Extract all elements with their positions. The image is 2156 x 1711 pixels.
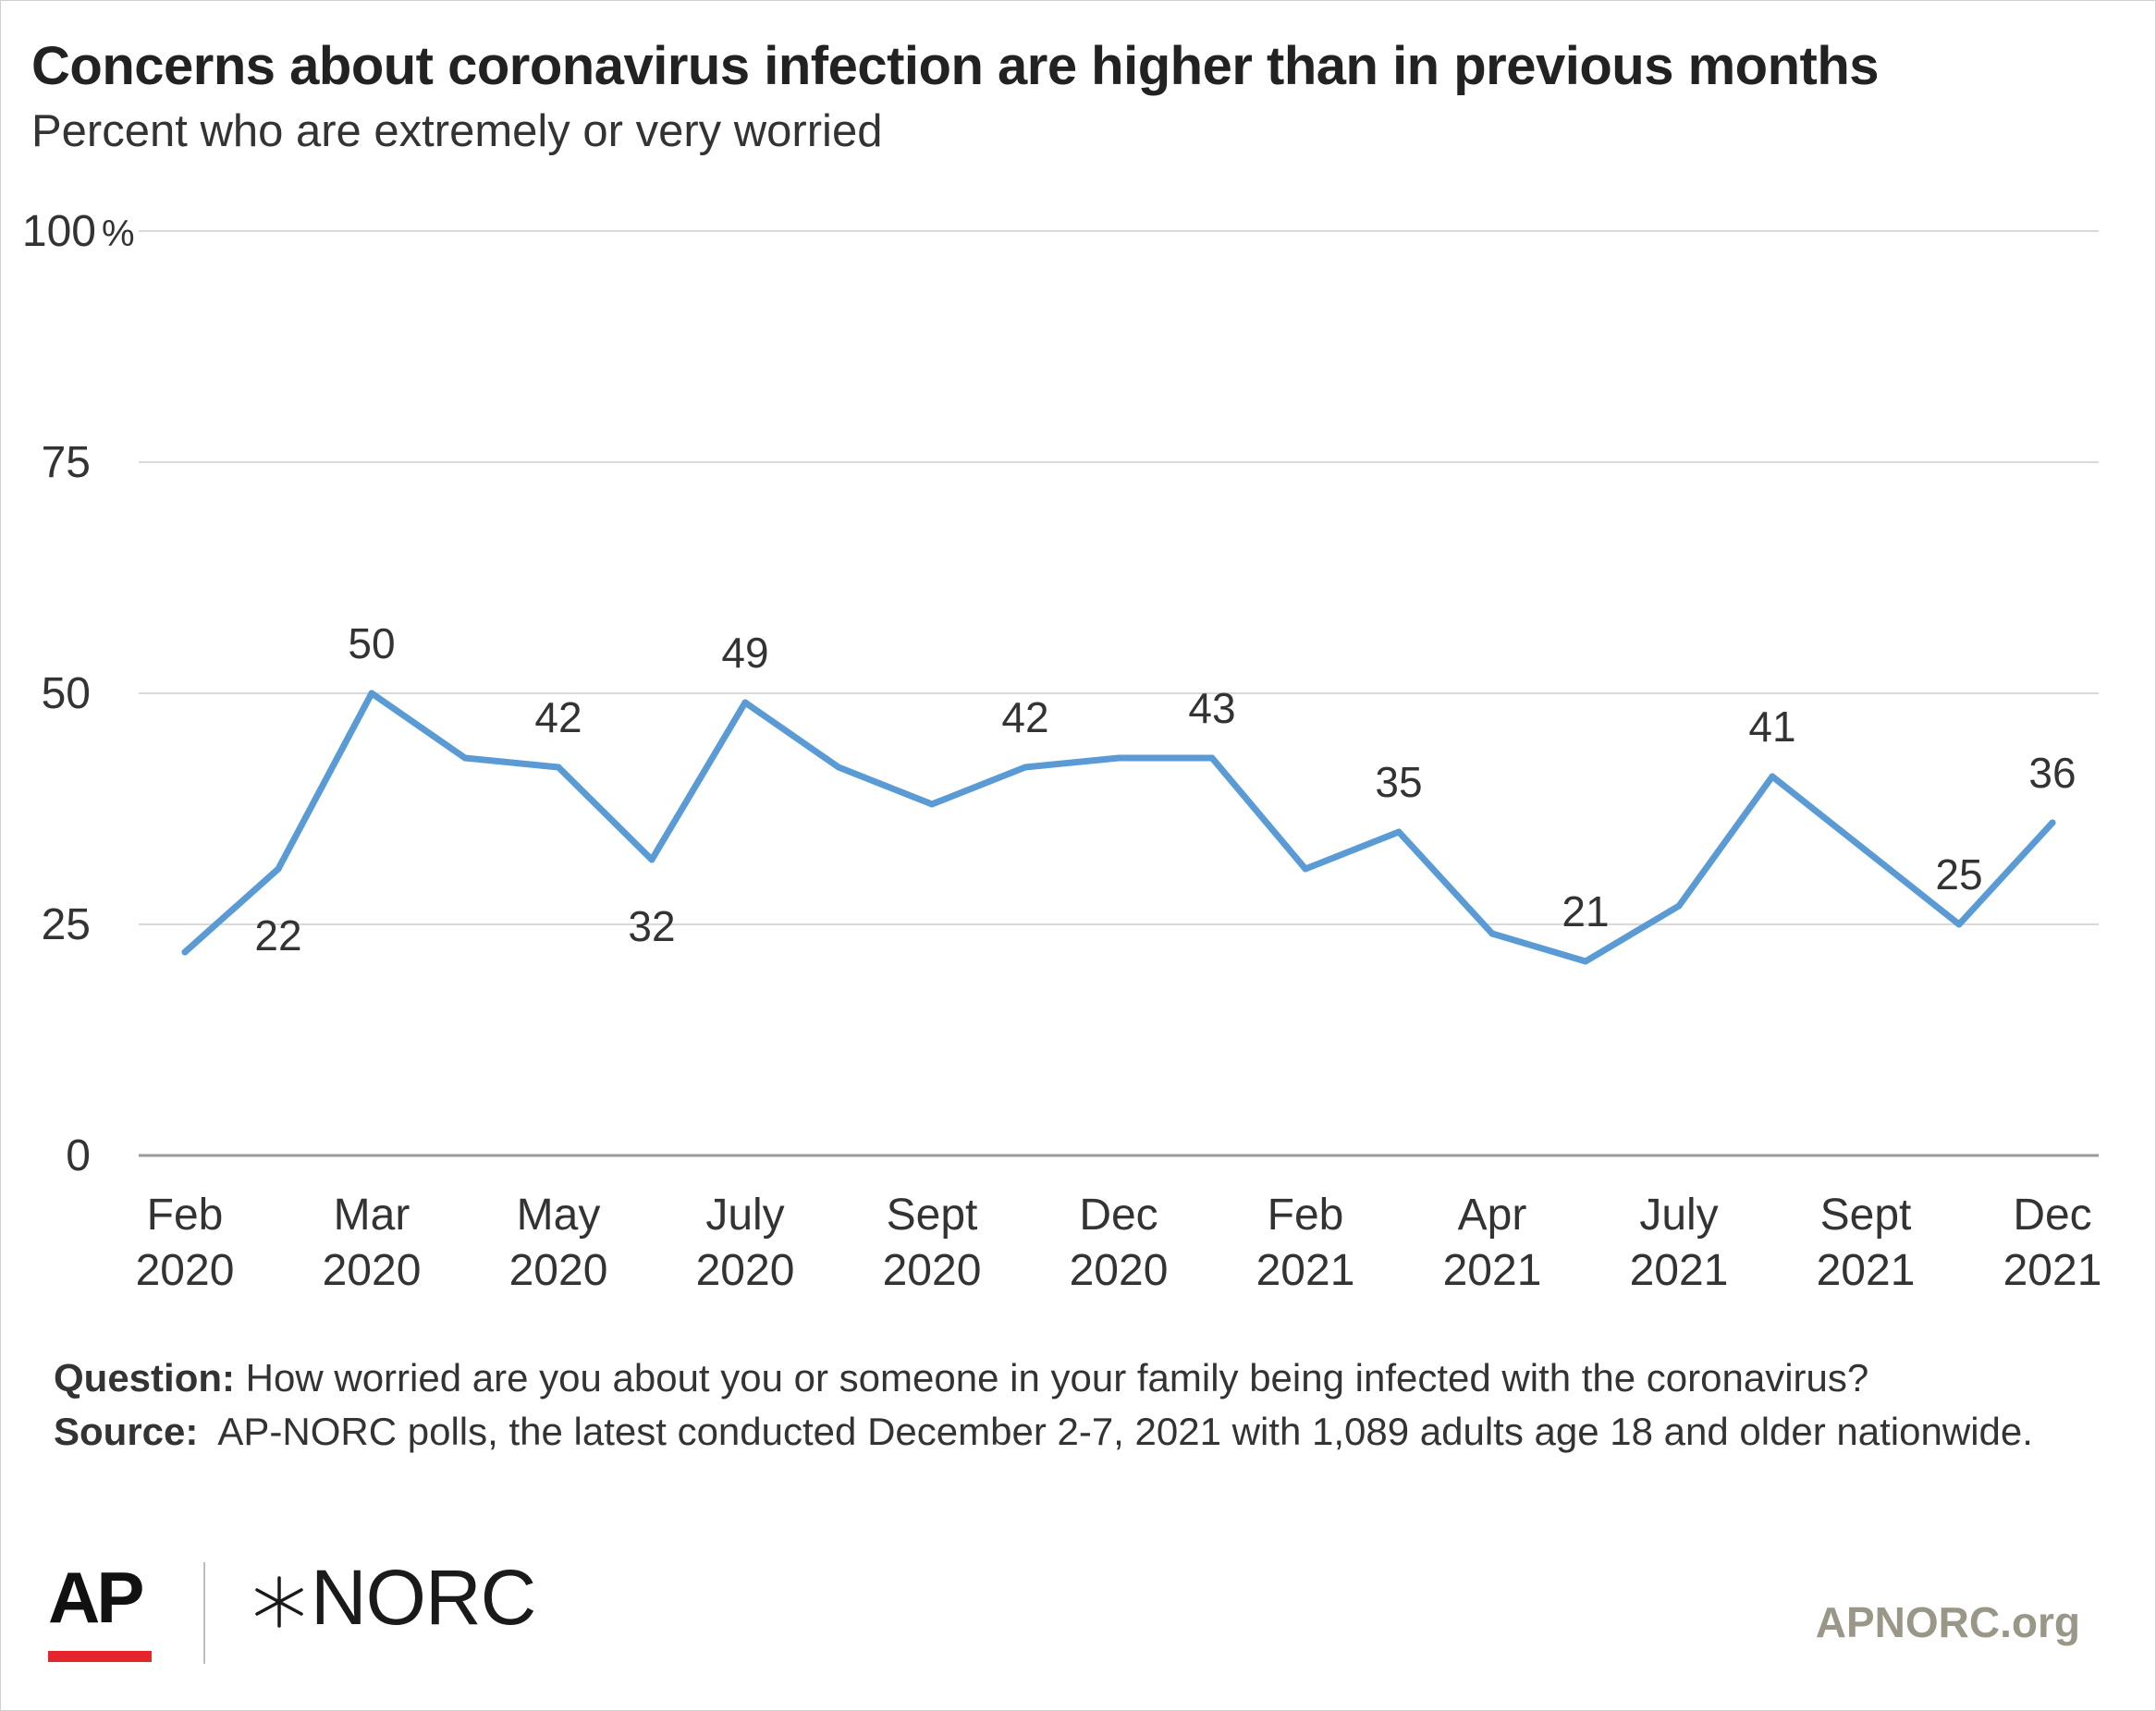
chart-subtitle: Percent who are extremely or very worrie… <box>31 106 883 156</box>
x-tick-label: 2021 <box>1256 1246 1355 1295</box>
data-point <box>1955 921 1963 928</box>
norc-logo: NORC <box>251 1554 536 1641</box>
y-tick-label: 50 <box>42 669 91 718</box>
data-label: 49 <box>721 629 768 677</box>
data-point <box>1769 773 1776 780</box>
x-tick-label: Mar <box>334 1191 410 1240</box>
data-point <box>275 865 282 873</box>
star-burst-icon <box>255 1576 303 1628</box>
x-tick-label: 2021 <box>1630 1246 1729 1295</box>
data-point <box>555 764 562 771</box>
x-tick-label: 2021 <box>2003 1246 2102 1295</box>
y-tick-label: 100 <box>22 207 96 256</box>
data-label: 43 <box>1188 684 1235 732</box>
question-text: How worried are you about you or someone… <box>245 1356 1869 1399</box>
x-tick-label: 2020 <box>883 1246 982 1295</box>
data-label: 22 <box>254 911 301 959</box>
x-tick-label: Apr <box>1458 1191 1527 1240</box>
y-axis: 100 % 75 50 25 0 <box>22 207 135 1180</box>
y-unit-label: % <box>102 214 135 254</box>
data-point <box>741 699 749 706</box>
x-tick-label: Dec <box>2013 1191 2091 1240</box>
data-point <box>835 764 842 771</box>
x-tick-label: Sept <box>887 1191 978 1240</box>
source-label: Source: <box>54 1410 199 1453</box>
chart-notes: Question: How worried are you about you … <box>54 1351 2125 1459</box>
data-point <box>2049 819 2056 826</box>
x-axis: Feb 2020 Mar 2020 May 2020 July 2020 Sept 2020 Dec… <box>136 1191 2102 1295</box>
data-point <box>1208 754 1216 762</box>
data-label: 50 <box>348 619 395 667</box>
data-label: 32 <box>628 902 675 950</box>
data-point <box>1395 828 1403 836</box>
grid-lines <box>139 230 2099 1157</box>
x-tick-label: May <box>517 1191 601 1240</box>
line-chart: 100 % 75 50 25 0 Feb 2020 Mar 2020 May 2020 July 202… <box>22 207 2102 1295</box>
data-point <box>1675 902 1683 910</box>
ap-logo: AP <box>48 1560 152 1662</box>
x-tick-label: 2020 <box>509 1246 608 1295</box>
data-point <box>1115 754 1122 762</box>
x-tick-label: 2020 <box>1070 1246 1169 1295</box>
data-point <box>1582 958 1589 965</box>
x-tick-label: Sept <box>1820 1191 1912 1240</box>
data-point <box>1022 764 1029 771</box>
source-note: Source: AP-NORC polls, the latest conduc… <box>54 1405 2125 1459</box>
logo-divider <box>203 1562 205 1664</box>
norc-logo-text: NORC <box>311 1554 536 1641</box>
x-tick-label: 2021 <box>1443 1246 1542 1295</box>
data-point <box>1862 847 1869 854</box>
question-label: Question: <box>54 1356 235 1399</box>
series-group <box>181 690 2056 965</box>
data-label: 42 <box>534 693 582 741</box>
y-tick-label: 0 <box>66 1131 91 1180</box>
x-tick-label: 2020 <box>696 1246 795 1295</box>
ap-logo-bar <box>48 1651 152 1662</box>
data-point <box>181 948 189 956</box>
data-label: 42 <box>1001 693 1048 741</box>
y-tick-label: 25 <box>42 900 91 949</box>
x-tick-label: 2020 <box>323 1246 422 1295</box>
y-tick-label: 75 <box>42 438 91 487</box>
website-link[interactable]: APNORC.org <box>1815 1598 2080 1646</box>
data-label: 21 <box>1562 887 1609 935</box>
x-tick-label: Feb <box>1268 1191 1344 1240</box>
data-labels: 22 50 42 32 49 42 43 35 21 41 25 36 <box>254 619 2076 959</box>
x-tick-label: Dec <box>1079 1191 1158 1240</box>
x-tick-label: Feb <box>147 1191 224 1240</box>
data-label: 36 <box>2028 749 2076 797</box>
data-label: 41 <box>1748 703 1795 751</box>
data-point <box>461 754 469 762</box>
chart-title: Concerns about coronavirus infection are… <box>31 36 1880 96</box>
data-point <box>1302 865 1309 873</box>
ap-logo-text: AP <box>48 1557 144 1638</box>
x-tick-label: 2020 <box>136 1246 235 1295</box>
x-tick-label: July <box>705 1191 784 1240</box>
data-point <box>368 690 375 697</box>
data-label: 25 <box>1935 850 1982 898</box>
x-tick-label: July <box>1639 1191 1718 1240</box>
data-point <box>1488 930 1496 937</box>
data-point <box>928 801 936 808</box>
question-note: Question: How worried are you about you … <box>54 1351 2125 1405</box>
data-label: 35 <box>1375 758 1422 806</box>
data-point <box>648 856 655 863</box>
x-tick-label: 2021 <box>1817 1246 1916 1295</box>
source-text: AP-NORC polls, the latest conducted Dece… <box>217 1410 2033 1453</box>
